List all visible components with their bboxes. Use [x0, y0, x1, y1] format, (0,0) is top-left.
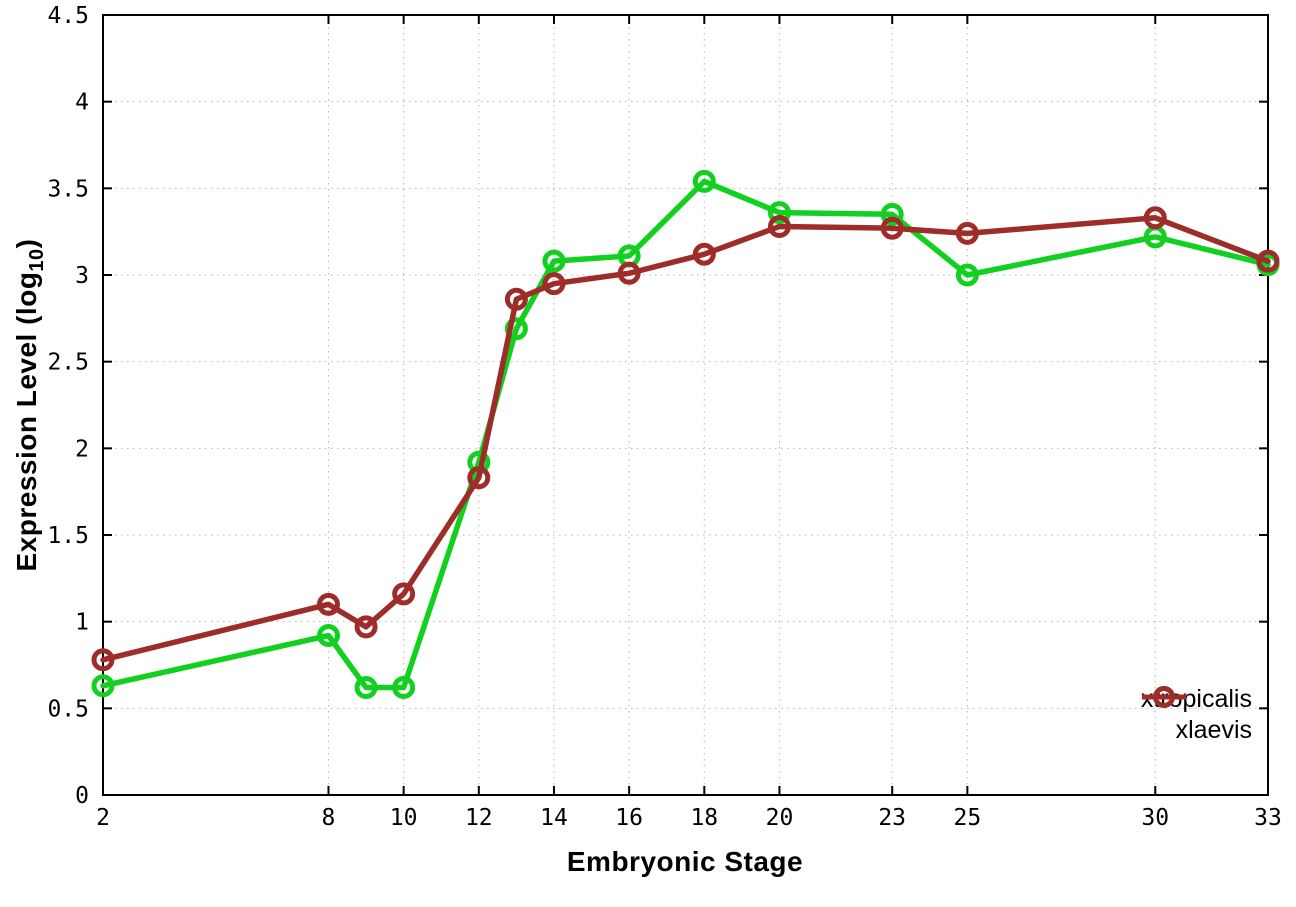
data-point-xlaevis-10: [392, 582, 416, 606]
y-tick-label: 3.5: [47, 176, 89, 202]
x-tick-label: 14: [540, 805, 568, 831]
y-axis-title-main: Expression Level (log: [11, 271, 42, 572]
data-point-xlaevis-2: [91, 648, 115, 672]
data-point-xlaevis-9: [354, 615, 378, 639]
x-tick-label: 20: [766, 805, 794, 831]
x-tick-label: 30: [1141, 805, 1169, 831]
x-tick-label: 18: [690, 805, 718, 831]
y-tick-label: 2: [75, 436, 89, 462]
data-point-xlaevis-14: [542, 272, 566, 296]
y-tick-label: 1.5: [47, 523, 89, 549]
y-axis-title-subscript: 10: [26, 248, 48, 272]
series-line-xlaevis: [100, 215, 1271, 663]
data-point-xtropicalis-25: [955, 263, 979, 287]
x-tick-label: 8: [322, 805, 336, 831]
data-point-xlaevis-13: [504, 287, 528, 311]
x-tick-label: 16: [615, 805, 643, 831]
data-point-xlaevis-30: [1143, 206, 1167, 230]
y-axis-title: Expression Level (log10): [11, 239, 49, 572]
data-point-xtropicalis-10: [392, 676, 416, 700]
legend-marker-xlaevis: [1141, 686, 1186, 708]
legend-entry-xlaevis: xlaevis: [1141, 686, 1262, 746]
data-point-xtropicalis-9: [354, 676, 378, 700]
data-point-xlaevis-33: [1256, 249, 1280, 273]
data-point-xlaevis-20: [767, 214, 791, 238]
data-point-xtropicalis-18: [692, 169, 716, 193]
x-tick-label: 25: [954, 805, 982, 831]
x-tick-label: 10: [390, 805, 418, 831]
x-tick-label: 33: [1254, 805, 1282, 831]
x-axis-title: Embryonic Stage: [566, 846, 804, 877]
plot-border: [102, 14, 1269, 796]
x-tick-label: 23: [878, 805, 906, 831]
data-point-xlaevis-12: [467, 466, 491, 490]
data-point-xlaevis-25: [955, 221, 979, 245]
data-point-xlaevis-23: [880, 216, 904, 240]
x-tick-label: 12: [465, 805, 493, 831]
legend-label-xlaevis: xlaevis: [1175, 716, 1252, 744]
data-point-xtropicalis-14: [542, 249, 566, 273]
data-point-xlaevis-18: [692, 242, 716, 266]
legend: xtropicalis xlaevis: [1141, 684, 1262, 746]
data-point-xlaevis-16: [617, 261, 641, 285]
y-tick-label: 3: [75, 263, 89, 289]
x-tick-label: 2: [96, 805, 110, 831]
y-tick-label: 0: [75, 783, 89, 809]
data-point-xtropicalis-20: [767, 201, 791, 225]
data-point-xtropicalis-2: [91, 674, 115, 698]
y-tick-label: 4.5: [47, 3, 89, 29]
y-tick-label: 2.5: [47, 350, 89, 376]
y-tick-label: 0.5: [47, 696, 89, 722]
data-point-xtropicalis-23: [880, 202, 904, 226]
series-line-xtropicalis: [100, 178, 1271, 691]
y-tick-label: 4: [75, 90, 89, 116]
y-tick-label: 1: [75, 610, 89, 636]
y-axis-title-end: ): [11, 238, 42, 249]
data-point-xtropicalis-8: [316, 624, 340, 648]
data-point-xlaevis-8: [316, 592, 340, 616]
